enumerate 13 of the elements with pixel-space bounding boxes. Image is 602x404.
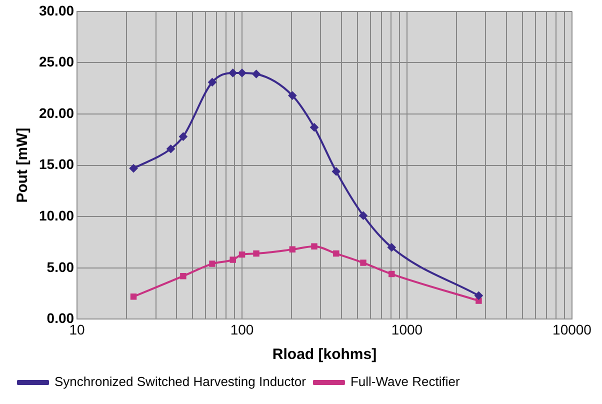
y-tick-label: 20.00 (38, 104, 74, 121)
legend-label: Full-Wave Rectifier (350, 374, 460, 390)
y-axis-title: Pout [mW] (14, 128, 32, 203)
x-axis-title: Rload [kohms] (272, 346, 377, 364)
y-tick-label: 25.00 (38, 54, 74, 70)
y-tick-label: 15.00 (38, 156, 74, 172)
y-tick-label: 5.00 (46, 258, 74, 275)
x-tick-label: 10000 (552, 321, 592, 338)
x-tick-label: 100 (230, 321, 254, 338)
y-tick-label: 10.00 (38, 207, 74, 224)
x-tick-label: 1000 (391, 321, 423, 338)
legend-label: Synchronized Switched Harvesting Inductor (54, 374, 307, 390)
y-tick-label: 30.00 (38, 2, 74, 18)
